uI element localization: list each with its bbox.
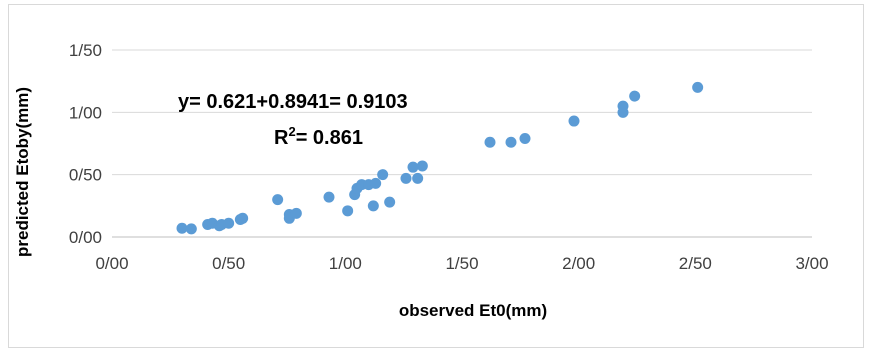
data-point bbox=[412, 172, 424, 184]
x-tick-label: 0/50 bbox=[212, 254, 245, 273]
equation-annotation: y= 0.621+0.8941= 0.9103 bbox=[178, 91, 408, 113]
data-point bbox=[342, 205, 354, 217]
x-tick-labels: 0/00 0/50 1/00 1/50 2/00 2/50 3/00 bbox=[95, 254, 828, 273]
y-tick-label: 0/50 bbox=[69, 166, 102, 185]
gridlines bbox=[112, 49, 812, 238]
data-point bbox=[617, 100, 629, 112]
data-point bbox=[692, 81, 704, 93]
data-point bbox=[185, 223, 197, 235]
x-tick-label: 3/00 bbox=[795, 254, 828, 273]
y-tick-label: 0/00 bbox=[69, 228, 102, 247]
data-point bbox=[484, 136, 496, 148]
data-point bbox=[384, 196, 396, 208]
y-tick-label: 1/00 bbox=[69, 103, 102, 122]
y-tick-labels: 0/00 0/50 1/00 1/50 bbox=[69, 41, 102, 247]
x-tick-label: 2/50 bbox=[679, 254, 712, 273]
data-point bbox=[176, 222, 188, 234]
r2-annotation: R2= 0.861 bbox=[274, 124, 363, 149]
data-point bbox=[237, 212, 249, 224]
data-point bbox=[370, 177, 382, 189]
data-point bbox=[290, 207, 302, 219]
y-tick-label: 1/50 bbox=[69, 41, 102, 60]
data-point bbox=[367, 200, 379, 212]
data-point bbox=[505, 136, 517, 148]
data-point bbox=[400, 172, 412, 184]
data-point bbox=[323, 191, 335, 203]
data-point bbox=[568, 115, 580, 127]
chart-frame bbox=[8, 4, 864, 348]
data-point bbox=[407, 161, 419, 173]
data-points bbox=[176, 81, 704, 235]
r2-prefix: R bbox=[274, 127, 289, 149]
x-tick-label: 0/00 bbox=[95, 254, 128, 273]
r2-superscript: 2 bbox=[288, 124, 295, 139]
data-point bbox=[519, 133, 531, 145]
data-point bbox=[377, 169, 389, 181]
data-point bbox=[629, 90, 641, 102]
data-point bbox=[416, 160, 428, 172]
r2-value: = 0.861 bbox=[296, 127, 363, 149]
x-tick-label: 1/50 bbox=[445, 254, 478, 273]
x-tick-label: 1/00 bbox=[329, 254, 362, 273]
y-axis-title: predicted Etoby(mm) bbox=[13, 87, 32, 257]
data-point bbox=[272, 194, 284, 206]
x-tick-label: 2/00 bbox=[562, 254, 595, 273]
data-point bbox=[223, 217, 235, 229]
x-axis-title: observed Et0(mm) bbox=[399, 301, 547, 320]
